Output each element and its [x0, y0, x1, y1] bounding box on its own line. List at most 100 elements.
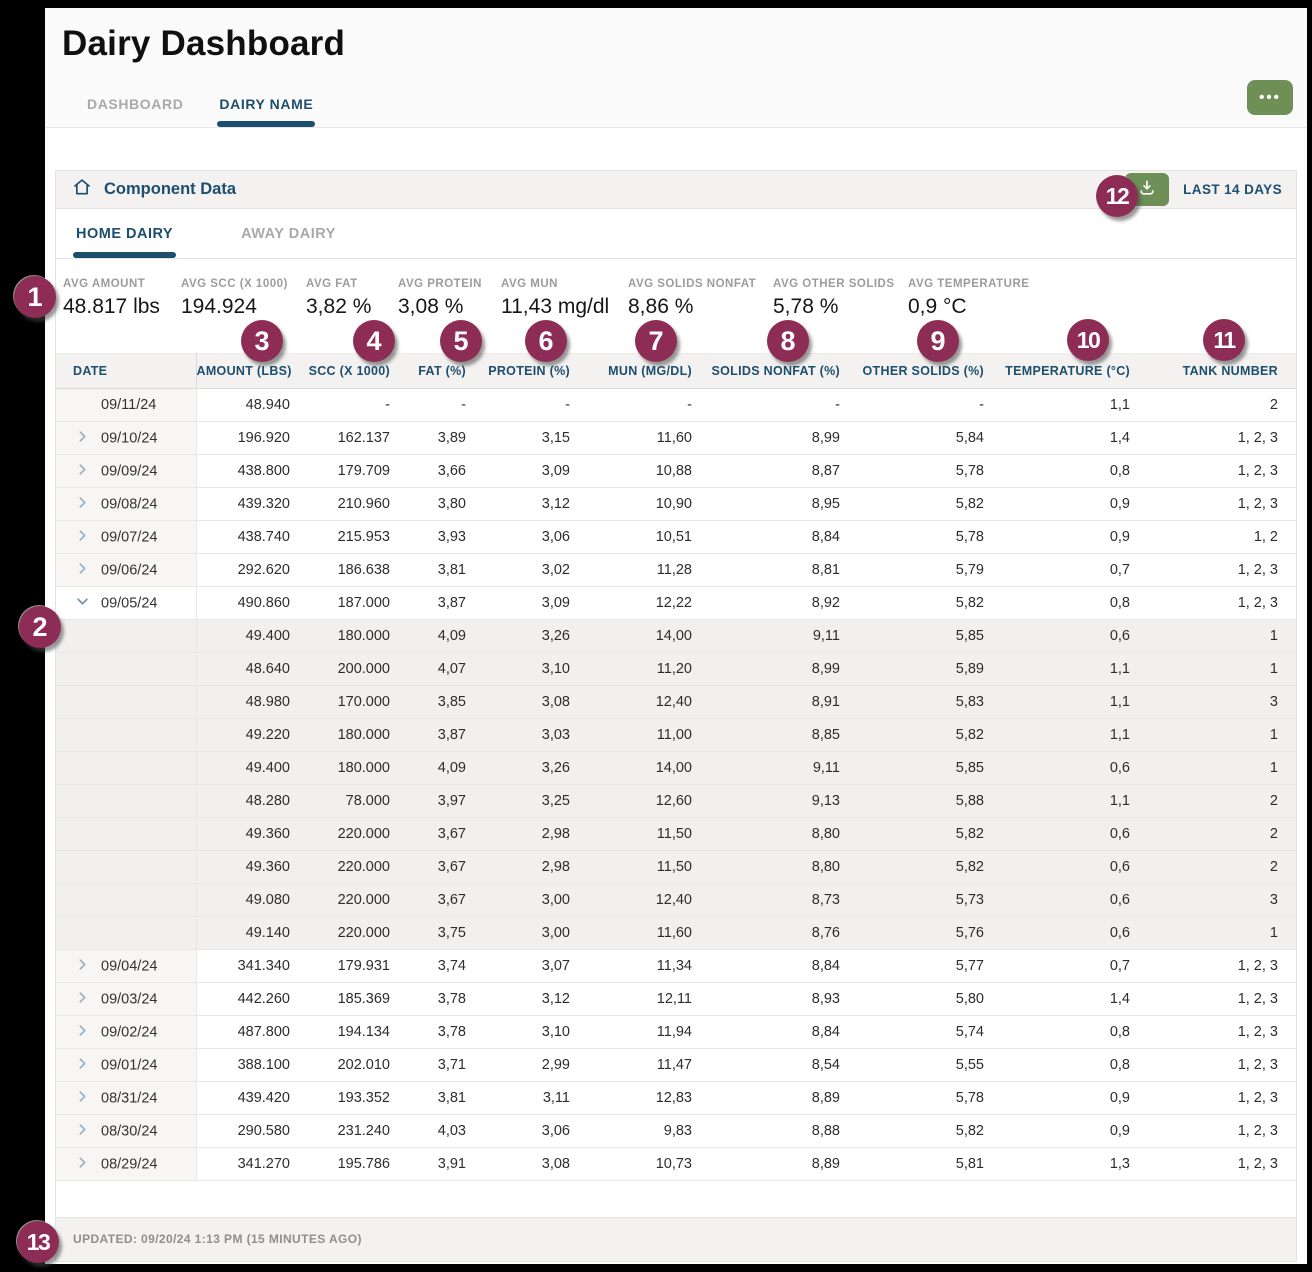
component-data-panel: Component Data LAST 14 DAYS HOME DAIRY A… [55, 170, 1297, 1262]
table-cell: 0,9 [1002, 1081, 1148, 1115]
stat-label: AVG FAT [306, 278, 358, 290]
table-cell: 1, 2, 3 [1148, 982, 1296, 1016]
table-row-day: 09/06/24 292.620 186.638 3,81 3,02 11,28 8,81 5… [56, 553, 1296, 587]
table-cell: 2 [1148, 784, 1296, 818]
table-cell: 11,34 [588, 949, 710, 983]
chevron-right-icon[interactable] [76, 463, 92, 480]
table-cell: 3,08 [484, 1147, 588, 1181]
table-cell: 1, 2, 3 [1148, 454, 1296, 488]
column-header-scc-x-1000: SCC (X 1000) [308, 353, 408, 389]
table-cell: 0,7 [1002, 949, 1148, 983]
table-cell: 3,08 [484, 685, 588, 719]
table-cell: 3,93 [408, 520, 484, 554]
table-cell: 5,76 [858, 916, 1002, 950]
table-cell: 220.000 [308, 916, 408, 950]
stat-avg-protein: AVG PROTEIN 3,08 % [398, 278, 482, 319]
table-cell: 3,71 [408, 1048, 484, 1082]
table-cell: 3,85 [408, 685, 484, 719]
table-cell: 4,09 [408, 751, 484, 785]
table-cell: 194.134 [308, 1015, 408, 1049]
table-cell: 0,6 [1002, 817, 1148, 851]
date-cell: 08/30/24 [56, 1114, 197, 1148]
annotation-badge-8: 8 [767, 320, 809, 362]
stat-avg-temperature: AVG TEMPERATURE 0,9 °C [908, 278, 1029, 319]
stat-value: 3,08 % [398, 295, 464, 318]
chevron-right-icon[interactable] [76, 562, 92, 579]
table-cell: 220.000 [308, 817, 408, 851]
table-row-detail: 49.400 180.000 4,09 3,26 14,00 9,11 5,85 0,6 1 [56, 619, 1296, 653]
table-cell: 78.000 [308, 784, 408, 818]
table-cell: - [588, 388, 710, 422]
table-cell: 9,83 [588, 1114, 710, 1148]
table-cell: 5,85 [858, 751, 1002, 785]
column-header-temperature-c: TEMPERATURE (°C) [1002, 353, 1148, 389]
chevron-right-icon[interactable] [76, 958, 92, 975]
table-cell: 439.320 [196, 487, 308, 521]
table-cell: 5,78 [858, 520, 1002, 554]
table-cell: 1, 2, 3 [1148, 949, 1296, 983]
chevron-right-icon[interactable] [76, 1024, 92, 1041]
table-row-detail: 48.280 78.000 3,97 3,25 12,60 9,13 5,88 1,1 2 [56, 784, 1296, 818]
row-date: 08/30/24 [101, 1122, 158, 1139]
table-cell: 8,81 [710, 553, 858, 587]
table-cell: 187.000 [308, 586, 408, 620]
chevron-right-icon[interactable] [76, 529, 92, 546]
tab-dashboard[interactable]: DASHBOARD [87, 96, 184, 112]
table-cell: 193.352 [308, 1081, 408, 1115]
chevron-right-icon[interactable] [76, 430, 92, 447]
chevron-down-icon[interactable] [76, 595, 92, 612]
table-cell: 341.340 [196, 949, 308, 983]
table-cell: 3,15 [484, 421, 588, 455]
table-row-day: 09/11/24 48.940- - - - - -1,1 2 [56, 388, 1296, 422]
table-cell: 1,1 [1002, 388, 1148, 422]
table-cell: 5,82 [858, 1114, 1002, 1148]
date-cell: 09/10/24 [56, 421, 197, 455]
chevron-right-icon[interactable] [76, 1090, 92, 1107]
date-cell [56, 850, 197, 884]
table-cell: 0,9 [1002, 520, 1148, 554]
table-cell: 8,99 [710, 652, 858, 686]
page-title: Dairy Dashboard [62, 24, 346, 63]
table-cell: 8,95 [710, 487, 858, 521]
row-date: 09/04/24 [101, 957, 158, 974]
table-cell: 0,6 [1002, 850, 1148, 884]
chevron-right-icon[interactable] [76, 991, 92, 1008]
table-row-day: 09/10/24 196.920 162.137 3,89 3,15 11,60 8,99 5… [56, 421, 1296, 455]
chevron-right-icon[interactable] [76, 1123, 92, 1140]
table-cell: 200.000 [308, 652, 408, 686]
table-cell: 1 [1148, 916, 1296, 950]
table-cell: 5,82 [858, 850, 1002, 884]
tab-home-dairy[interactable]: HOME DAIRY [73, 209, 177, 258]
table-cell: 0,8 [1002, 454, 1148, 488]
table-cell: 8,88 [710, 1114, 858, 1148]
table-row-day: 08/31/24 439.420 193.352 3,81 3,11 12,83 8,89 5… [56, 1081, 1296, 1115]
table-cell: 11,47 [588, 1048, 710, 1082]
table-cell: 9,13 [710, 784, 858, 818]
table-cell: 3,03 [484, 718, 588, 752]
table-cell: 5,73 [858, 883, 1002, 917]
row-date: 08/31/24 [101, 1089, 158, 1106]
table-cell: 1,1 [1002, 685, 1148, 719]
row-date: 09/02/24 [101, 1023, 158, 1040]
more-options-button[interactable]: ••• [1247, 80, 1293, 115]
chevron-right-icon[interactable] [76, 496, 92, 513]
tab-dairy-name[interactable]: DAIRY NAME [217, 96, 316, 127]
table-cell: 3 [1148, 685, 1296, 719]
table-cell: 1,4 [1002, 421, 1148, 455]
table-row-detail: 49.140 220.000 3,75 3,00 11,60 8,76 5,76 0,6 1 [56, 916, 1296, 950]
table-cell: 179.709 [308, 454, 408, 488]
chevron-right-icon[interactable] [76, 1057, 92, 1074]
table-cell: 439.420 [196, 1081, 308, 1115]
table-cell: 1,1 [1002, 784, 1148, 818]
table-row-day: 08/29/24 341.270 195.786 3,91 3,08 10,73 8,89 5… [56, 1147, 1296, 1181]
table-row-day: 09/02/24 487.800 194.134 3,78 3,10 11,94 8,84 5… [56, 1015, 1296, 1049]
table-cell: 0,8 [1002, 586, 1148, 620]
tab-away-dairy[interactable]: AWAY DAIRY [241, 225, 336, 242]
table-cell: 14,00 [588, 619, 710, 653]
table-cell: 3,75 [408, 916, 484, 950]
table-cell: 5,55 [858, 1048, 1002, 1082]
chevron-right-icon[interactable] [76, 1156, 92, 1173]
stat-avg-solids-nonfat: AVG SOLIDS NONFAT 8,86 % [628, 278, 756, 319]
table-cell: 2,98 [484, 817, 588, 851]
table-cell: 220.000 [308, 850, 408, 884]
